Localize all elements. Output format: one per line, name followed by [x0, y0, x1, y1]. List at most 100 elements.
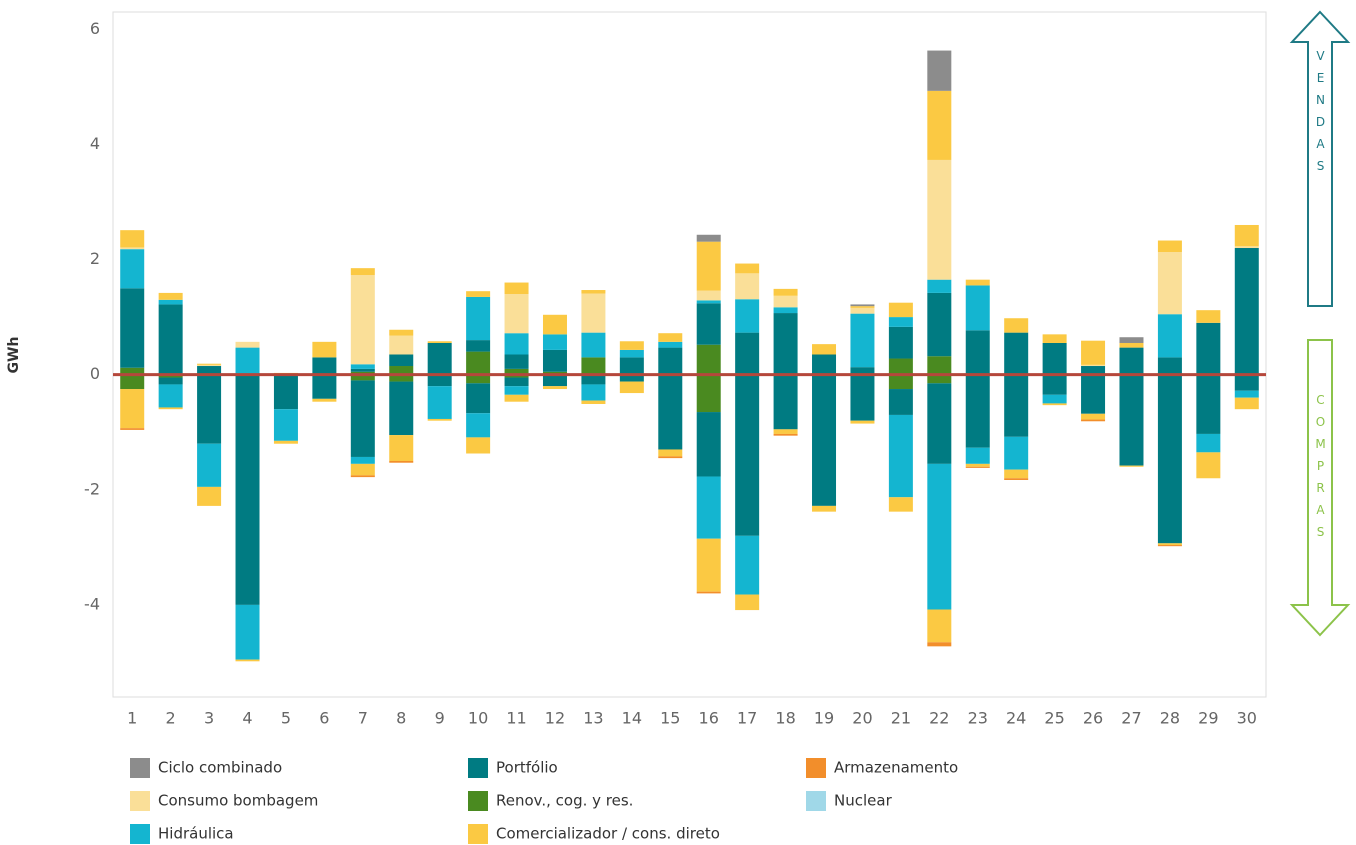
x-tick-label: 20: [852, 709, 872, 728]
bar-segment: [273, 374, 298, 410]
bar-segment: [197, 486, 222, 506]
bar-segment: [850, 313, 875, 368]
bar-segment: [389, 329, 414, 336]
bar-segment: [773, 313, 798, 375]
bar-segment: [466, 351, 491, 375]
bar-segment: [312, 357, 337, 375]
bar-segment: [735, 299, 760, 333]
x-tick-label: 27: [1121, 709, 1141, 728]
bar-segment: [1042, 394, 1067, 404]
bar-segment: [658, 333, 683, 342]
bar-segment: [350, 275, 375, 365]
bar-segment: [619, 374, 644, 382]
bar-segment: [1004, 332, 1029, 375]
bar-segment: [696, 234, 721, 242]
x-tick-label: 18: [775, 709, 795, 728]
bar-segment: [1234, 374, 1259, 391]
bar-segment: [1234, 224, 1259, 247]
bar-segment: [197, 366, 222, 375]
bar-segment: [235, 347, 260, 374]
bar-segment: [888, 317, 913, 327]
bar-segment: [466, 340, 491, 352]
legend-label: Portfólio: [496, 759, 558, 777]
bar-segment: [1081, 366, 1106, 375]
bar-segment: [350, 364, 375, 369]
y-tick-label: 4: [90, 134, 100, 153]
x-tick-label: 19: [814, 709, 834, 728]
y-tick-label: 2: [90, 249, 100, 268]
x-tick-label: 5: [281, 709, 291, 728]
bar-segment: [850, 367, 875, 375]
bar-segment: [427, 341, 452, 343]
bar-segment: [965, 330, 990, 375]
bar-segment: [158, 377, 183, 385]
bar-segment: [927, 374, 952, 384]
bar-segment: [389, 366, 414, 375]
bar-segment: [235, 374, 260, 605]
legend-swatch: [468, 824, 488, 844]
bar-segment: [619, 341, 644, 350]
bar-segment: [120, 288, 145, 368]
bar-segment: [312, 374, 337, 399]
bar-segment: [158, 292, 183, 300]
bar-segment: [273, 440, 298, 444]
bar-segment: [773, 307, 798, 314]
bar-segment: [850, 420, 875, 424]
x-tick-label: 12: [545, 709, 565, 728]
x-tick-label: 13: [583, 709, 603, 728]
x-tick-label: 24: [1006, 709, 1026, 728]
bar-segment: [735, 263, 760, 274]
bar-segment: [158, 407, 183, 410]
bar-segment: [235, 341, 260, 348]
bar-segment: [504, 354, 529, 369]
x-tick-label: 26: [1083, 709, 1103, 728]
bar-segment: [696, 374, 721, 413]
bar-segment: [735, 535, 760, 595]
bar-segment: [1042, 342, 1067, 375]
bar-segment: [696, 303, 721, 345]
y-tick-label: -2: [84, 479, 100, 498]
x-tick-label: 21: [891, 709, 911, 728]
bar-segment: [888, 389, 913, 415]
bar-segment: [927, 292, 952, 357]
bar-segment: [120, 247, 145, 250]
bar-segment: [927, 609, 952, 643]
bar-segment: [466, 291, 491, 297]
x-tick-label: 8: [396, 709, 406, 728]
bar-segment: [389, 435, 414, 461]
bar-segment: [1234, 390, 1259, 398]
y-tick-label: 0: [90, 364, 100, 383]
bar-segment: [850, 307, 875, 314]
bar-segment: [1042, 374, 1067, 395]
x-tick-label: 25: [1044, 709, 1064, 728]
bar-segment: [1157, 545, 1182, 547]
bar-segment: [1004, 469, 1029, 479]
x-tick-label: 23: [968, 709, 988, 728]
purchases-annotation: COMPRAS: [1314, 393, 1328, 547]
bar-segment: [1157, 252, 1182, 315]
x-tick-label: 10: [468, 709, 488, 728]
x-tick-label: 6: [319, 709, 329, 728]
bar-segment: [581, 290, 606, 294]
bar-segment: [850, 304, 875, 307]
bar-segment: [350, 374, 375, 381]
bar-segment: [1196, 452, 1221, 479]
bar-segment: [888, 414, 913, 498]
bar-segment: [927, 356, 952, 375]
bar-segment: [927, 90, 952, 160]
bar-segment: [235, 659, 260, 662]
legend-label: Renov., cog. y res.: [496, 792, 633, 810]
bar-segment: [1004, 374, 1029, 437]
bar-segment: [658, 374, 683, 450]
sales-arrow: [1289, 10, 1351, 307]
bar-segment: [466, 374, 491, 384]
bar-segment: [389, 460, 414, 463]
bar-segment: [927, 279, 952, 293]
x-tick-label: 3: [204, 709, 214, 728]
legend-swatch: [806, 758, 826, 778]
bar-segment: [927, 159, 952, 280]
x-tick-label: 2: [166, 709, 176, 728]
bar-segment: [235, 604, 260, 660]
bar-segment: [696, 344, 721, 375]
bar-segment: [466, 413, 491, 438]
